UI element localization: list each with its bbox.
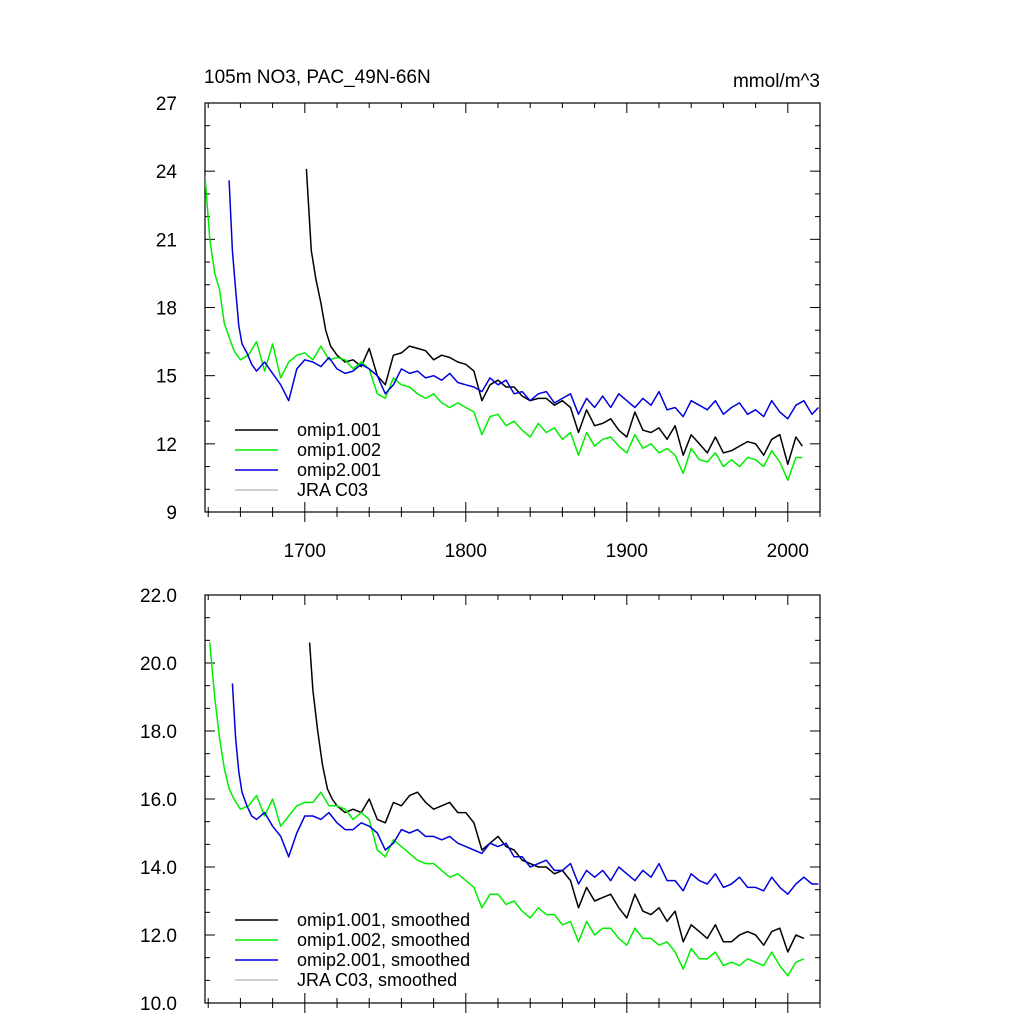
y-tick-label: 27 [156,94,177,115]
y-tick-label: 9 [166,503,177,524]
units-label: mmol/m^3 [733,71,820,92]
y-tick-label: 16.0 [140,790,177,811]
x-tick-label: 1700 [284,541,326,562]
y-tick-label: 18.0 [140,722,177,743]
series-group [205,168,819,481]
legend-label: JRA C03 [297,480,368,500]
legend-label: omip1.001, smoothed [297,910,470,930]
y-tick-label: 12.0 [140,926,177,947]
series-group [209,642,819,977]
legend-label: JRA C03, smoothed [297,970,457,990]
legend-label: omip2.001, smoothed [297,950,470,970]
series-line-omip2-001 [228,180,819,420]
legend-label: omip1.001 [297,420,381,440]
y-tick-label: 22.0 [140,586,177,607]
legend-label: omip2.001 [297,460,381,480]
y-tick-label: 15 [156,367,177,388]
series-line-omip1-001 [305,168,803,466]
y-tick-label: 21 [156,230,177,251]
top-panel: 105m NO3, PAC_49N-66N mmol/m^3 9 12 15 18 21… [156,67,821,562]
x-tick-label: 1800 [445,541,487,562]
series-line-omip2-001-smoothed [231,683,819,895]
legend-label: omip1.002, smoothed [297,930,470,950]
series-line-omip1-002-smoothed [209,642,805,977]
bottom-panel: 10.0 12.0 14.0 16.0 18.0 20.0 22.0 omip1.001, s… [140,586,821,1015]
chart-title: 105m NO3, PAC_49N-66N [204,67,431,88]
y-tick-label: 14.0 [140,858,177,879]
series-line-omip1-002 [205,175,803,481]
y-tick-label: 18 [156,299,177,320]
y-tick-label: 24 [156,162,178,183]
x-tick-label: 2000 [767,541,809,562]
series-line-omip1-001-smoothed [308,642,805,953]
y-tick-label: 10.0 [140,994,177,1015]
x-tick-label: 1900 [606,541,648,562]
y-tick-label: 20.0 [140,654,177,675]
legend-label: omip1.002 [297,440,381,460]
y-tick-label: 12 [156,435,177,456]
